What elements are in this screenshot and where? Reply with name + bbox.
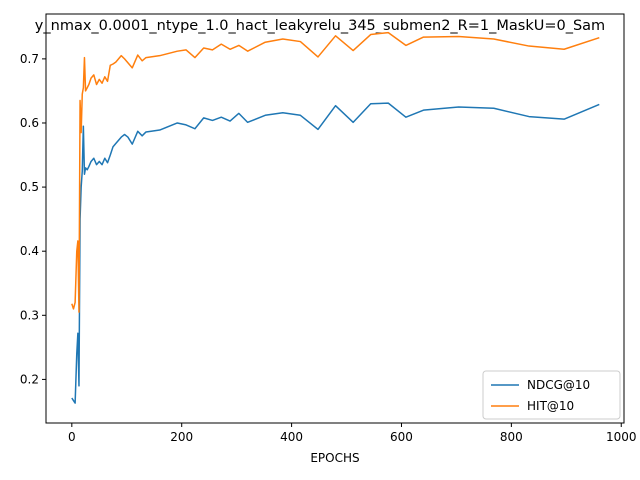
y-axis-ticks: 0.2 0.3 0.4 0.5 0.6 0.7 (20, 52, 46, 386)
legend-box (482, 370, 621, 420)
y-tick-label: 0.4 (20, 244, 39, 258)
x-tick-label: 800 (500, 430, 523, 444)
x-tick-label: 400 (280, 430, 303, 444)
series-line-1 (71, 102, 600, 404)
y-tick-label: 0.7 (20, 52, 39, 66)
legend: NDCG@10 HIT@10 (482, 370, 621, 420)
x-tick-label: 200 (170, 430, 193, 444)
y-tick-label: 0.5 (20, 180, 39, 194)
y-tick-label: 0.3 (20, 308, 39, 322)
y-tick-label: 0.2 (20, 372, 39, 386)
series-line-2 (71, 31, 600, 313)
x-axis-label: EPOCHS (310, 451, 359, 465)
x-tick-label: 600 (390, 430, 413, 444)
plot-frame (45, 13, 625, 424)
legend-label: NDCG@10 (527, 378, 590, 392)
plot-lines (71, 31, 600, 404)
x-tick-label: 1000 (606, 430, 637, 444)
legend-label: HIT@10 (527, 399, 574, 413)
x-tick-label: 0 (68, 430, 76, 444)
x-axis-ticks: 0 200 400 600 800 1000 (68, 423, 637, 444)
chart-title: y_nmax_0.0001_ntype_1.0_hact_leakyrelu_3… (35, 18, 605, 34)
y-tick-label: 0.6 (20, 116, 39, 130)
